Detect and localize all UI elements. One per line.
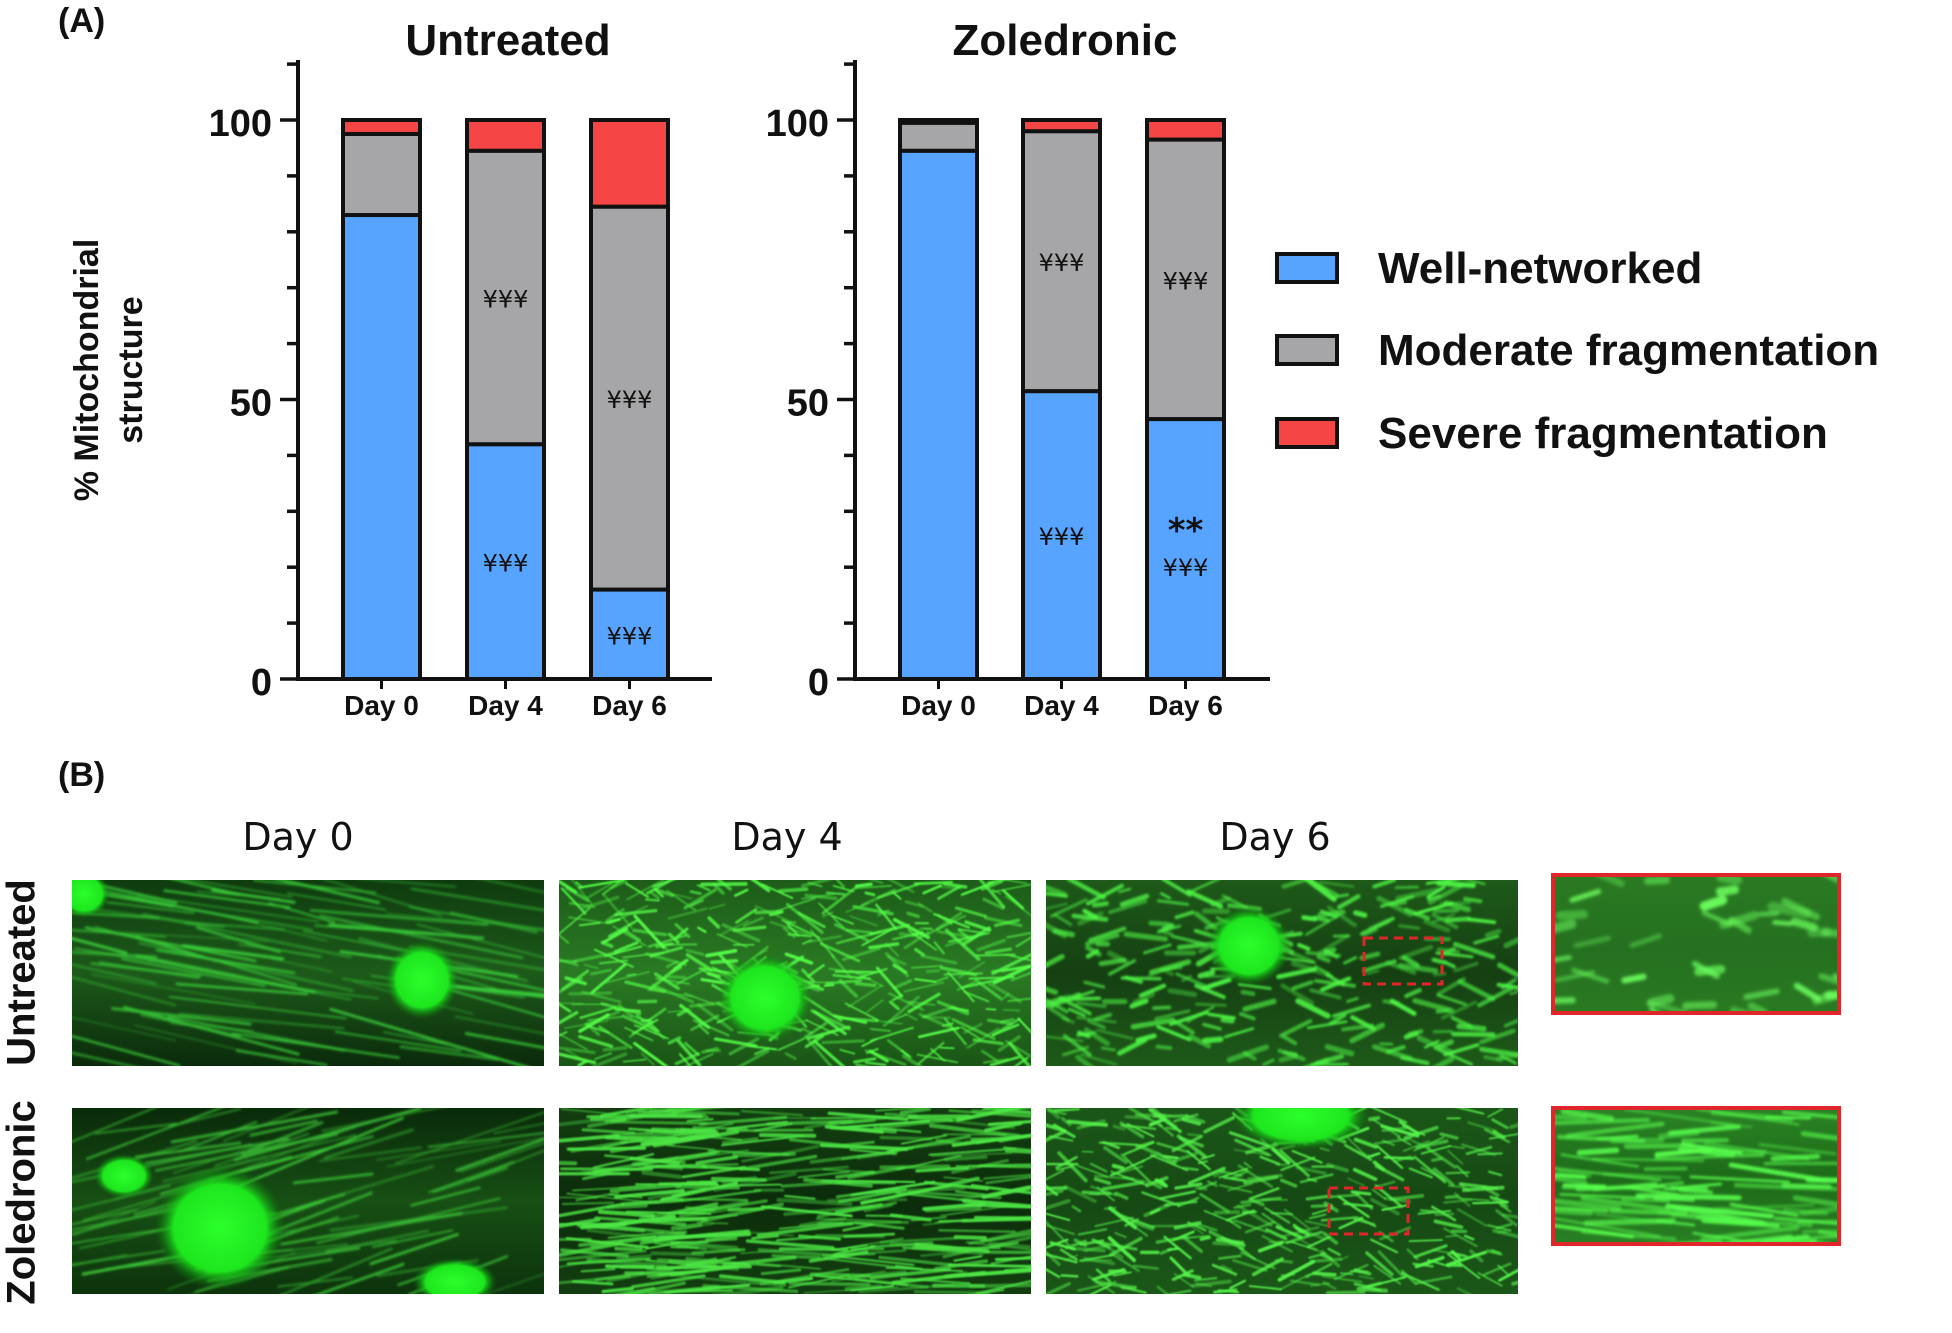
significance-annotation: ¥¥¥ (1163, 267, 1209, 295)
bar-segment (343, 134, 420, 215)
x-tick-label: Day 4 (1024, 690, 1099, 721)
bar-segment (343, 120, 420, 134)
legend-swatch (1277, 419, 1337, 447)
chart-title: Zoledronic (953, 16, 1178, 65)
significance-annotation: ¥¥¥ (1039, 249, 1085, 277)
y-tick-label: 100 (766, 103, 829, 145)
significance-annotation: ¥¥¥ (483, 285, 529, 313)
significance-annotation: ¥¥¥ (607, 386, 653, 414)
significance-annotation: ¥¥¥ (607, 622, 653, 650)
chart-0: Untreated 0 50 100 Day 0 Day 4 Day 6 ¥¥¥ ¥¥¥ ¥¥¥ ¥… (209, 16, 712, 721)
y-axis-title-line: structure (112, 296, 150, 443)
micrograph-row-untreated: Untreated (0, 843, 45, 1103)
x-tick-label: Day 0 (901, 690, 976, 721)
significance-annotation: ¥¥¥ (1163, 554, 1209, 582)
bar-segment (1023, 120, 1100, 131)
x-tick-label: Day 6 (1148, 690, 1223, 721)
micrograph-zoledronic-inset (1551, 1106, 1841, 1246)
y-tick-label: 100 (209, 103, 272, 145)
micrograph-column-day4: Day 4 (687, 815, 887, 859)
micrograph-row-zoledronic: Zoledronic (0, 1073, 45, 1333)
chart-1: Zoledronic 0 50 100 Day 0 Day 4 Day 6 ¥¥¥ ¥¥¥ ¥¥¥… (766, 16, 1270, 721)
legend: Well-networked Moderate fragmentation Seve… (1277, 244, 1879, 458)
bar-segment (467, 120, 544, 151)
x-tick-label: Day 6 (592, 690, 667, 721)
bar-segment (900, 151, 977, 679)
micrograph-untreated-day4 (559, 880, 1031, 1066)
legend-swatch (1277, 254, 1337, 282)
y-tick-label: 0 (251, 662, 272, 704)
y-axis-title-line: % Mitochondrial (68, 239, 106, 502)
y-tick-label: 0 (808, 662, 829, 704)
y-tick-label: 50 (787, 383, 829, 425)
x-tick-label: Day 4 (468, 690, 543, 721)
x-tick-label: Day 0 (344, 690, 419, 721)
micrograph-column-day0: Day 0 (198, 815, 398, 859)
bar-segment (343, 215, 420, 679)
legend-label: Moderate fragmentation (1378, 326, 1879, 375)
bar-segment (900, 120, 977, 123)
panel-b-label: (B) (58, 756, 105, 795)
bar-segment (591, 120, 668, 207)
micrograph-zoledronic-day0 (72, 1108, 544, 1294)
significance-annotation: ** (1168, 511, 1204, 551)
micrograph-untreated-day0 (72, 880, 544, 1066)
micrograph-zoledronic-day6 (1046, 1108, 1518, 1294)
legend-swatch (1277, 336, 1337, 364)
bar-charts: Untreated 0 50 100 Day 0 Day 4 Day 6 ¥¥¥ ¥¥¥ ¥¥¥ ¥… (0, 0, 1952, 760)
micrograph-zoledronic-day4 (559, 1108, 1031, 1294)
micrograph-untreated-day6 (1046, 880, 1518, 1066)
significance-annotation: ¥¥¥ (1039, 523, 1085, 551)
bar-segment (900, 123, 977, 151)
micrograph-untreated-inset (1551, 873, 1841, 1015)
legend-label: Well-networked (1378, 244, 1702, 293)
bar-segment (1147, 120, 1224, 140)
micrograph-column-day6: Day 6 (1175, 815, 1375, 859)
legend-label: Severe fragmentation (1378, 409, 1828, 458)
y-tick-label: 50 (230, 383, 272, 425)
chart-title: Untreated (405, 16, 610, 65)
significance-annotation: ¥¥¥ (483, 550, 529, 578)
